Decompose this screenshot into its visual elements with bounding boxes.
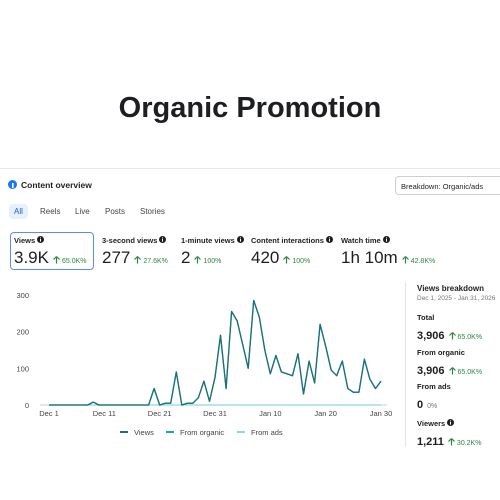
separator <box>405 282 406 447</box>
breakdown-label: Total <box>417 313 434 322</box>
breakdown-date: Dec 1, 2025 - Jan 31, 2026 <box>417 295 496 302</box>
breakdown-change: 65.0K% <box>457 369 483 376</box>
metric-label-text: 1-minute views <box>181 236 235 245</box>
up-arrow <box>194 256 202 264</box>
panel <box>0 168 500 459</box>
up-arrow <box>447 438 455 446</box>
info-icon <box>37 236 45 243</box>
info-icon <box>447 419 455 426</box>
breakdown-value: 1,211 <box>417 436 444 448</box>
metric-value-row: 1h 10m 42.8K% <box>341 248 435 268</box>
breakdown-change: 30.2K% <box>456 440 482 447</box>
up-arrow <box>283 256 291 264</box>
up-arrow <box>53 256 60 264</box>
tab[interactable]: All <box>9 204 28 219</box>
info-icon <box>325 236 333 243</box>
metric-label: 3-second views <box>102 236 167 245</box>
metric-value-row: 277 27.6K% <box>102 248 168 268</box>
x-tick-label: Dec 21 <box>148 409 172 418</box>
page-title: Organic Promotion <box>118 92 382 124</box>
metric-change: 42.8K% <box>410 258 436 265</box>
metric-label: Views <box>14 236 45 245</box>
legend-label: Views <box>134 428 154 437</box>
breakdown-value: 3,906 <box>417 330 445 342</box>
y-tick-label: 200 <box>16 328 29 337</box>
metric-value-row: 3.9K 65.0K% <box>14 248 87 268</box>
metric-value: 277 <box>102 248 131 267</box>
tab[interactable]: Posts <box>105 207 126 216</box>
tab[interactable]: Stories <box>140 207 165 216</box>
tab[interactable]: Live <box>75 207 90 216</box>
x-tick-label: Jan 10 <box>259 409 282 418</box>
up-arrow <box>401 256 409 264</box>
metric-label-text: 3-second views <box>102 236 158 245</box>
legend-label: From ads <box>251 428 283 437</box>
metric-label: Content interactions <box>251 236 333 245</box>
dropdown[interactable]: Breakdown: Organic/ads <box>395 176 500 195</box>
breakdown-label: From organic <box>417 348 465 357</box>
info-icon <box>159 236 167 243</box>
series-line <box>49 299 382 406</box>
breakdown-label-text: From organic <box>417 348 465 357</box>
metric-label: 1-minute views <box>181 236 244 245</box>
legend-label: From organic <box>180 428 224 437</box>
breakdown-value-row: 3,906 65.0K% <box>417 326 482 344</box>
metric-change: 65.0K% <box>61 258 87 265</box>
chart: 0 100 200 300 Dec 1 Dec 11 Dec 21 Dec 31 Jan 10 J… <box>16 291 393 437</box>
x-tick-label: Dec 11 <box>93 409 116 418</box>
x-tick-label: Jan 30 <box>370 409 393 418</box>
x-tick-label: Dec 1 <box>39 409 59 418</box>
up-arrow <box>134 256 142 264</box>
y-tick-label: 0 <box>25 401 29 410</box>
breakdown-label-text: Viewers <box>417 419 446 428</box>
x-tick-label: Dec 31 <box>203 409 227 418</box>
tab[interactable]: Reels <box>40 207 61 216</box>
info-icon <box>382 236 390 243</box>
metric-label: Watch time <box>341 236 390 245</box>
x-tick-label: Jan 20 <box>314 409 337 418</box>
metric-change: 100% <box>292 258 311 265</box>
breakdown-label-text: Total <box>417 313 435 322</box>
y-tick-label: 300 <box>16 291 29 300</box>
breakdown-value-row: 3,906 65.0K% <box>417 361 482 379</box>
metric-change: 100% <box>203 258 222 265</box>
y-tick-label: 100 <box>16 364 29 373</box>
metric-value: 1h 10m <box>341 248 398 267</box>
metric-value: 2 <box>181 248 191 267</box>
breakdown-change: 0% <box>427 403 438 410</box>
metric-label-text: Content interactions <box>251 236 324 245</box>
breakdown-label-text: From ads <box>417 382 451 391</box>
breakdown-label: Viewers <box>417 419 455 428</box>
breakdown-value-row: 1,211 30.2K% <box>417 432 481 450</box>
breakdown-value-row: 0 0% <box>417 395 437 413</box>
facebook-icon <box>8 180 17 189</box>
series-line <box>49 299 382 406</box>
metric-selected-box[interactable] <box>10 232 94 270</box>
metric-label-text: Views <box>14 236 36 245</box>
breakdown-label: From ads <box>417 382 451 391</box>
up-arrow <box>448 367 456 375</box>
dropdown-label: Breakdown: Organic/ads <box>401 182 484 191</box>
breakdown-value: 3,906 <box>417 365 445 377</box>
metric-value-row: 420 100% <box>251 248 310 268</box>
up-arrow <box>448 332 456 340</box>
breakdown-value: 0 <box>417 399 424 411</box>
panel-heading: Content overview <box>21 180 92 190</box>
info-icon <box>236 236 244 243</box>
metric-change: 27.6K% <box>143 258 168 265</box>
metric-value-row: 2 100% <box>181 248 221 268</box>
breakdown-change: 65.0K% <box>457 334 483 341</box>
metric-label-text: Watch time <box>341 236 381 245</box>
metric-value: 420 <box>251 248 280 267</box>
breakdown-title: Views breakdown <box>417 284 484 293</box>
metric-value: 3.9K <box>14 248 49 267</box>
